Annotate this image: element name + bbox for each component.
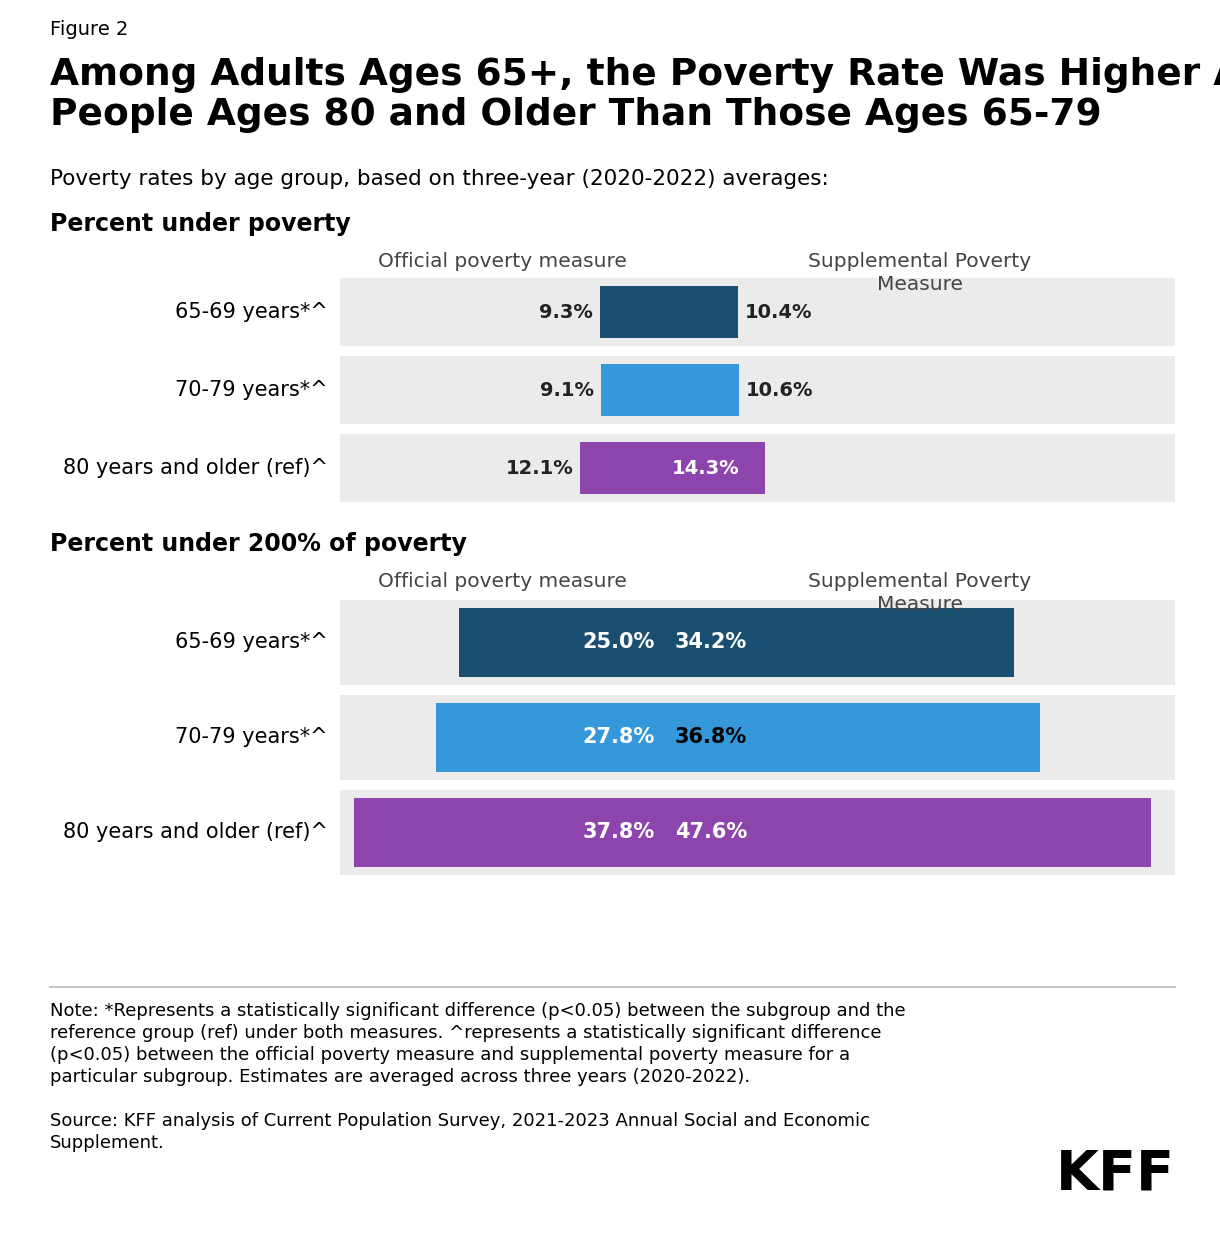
Text: reference group (ref) under both measures. ^represents a statistically significa: reference group (ref) under both measure… <box>50 1024 882 1042</box>
Bar <box>340 790 1175 874</box>
Text: 14.3%: 14.3% <box>672 458 739 477</box>
Text: 80 years and older (ref)^: 80 years and older (ref)^ <box>63 823 328 843</box>
Bar <box>340 434 1175 502</box>
Text: 34.2%: 34.2% <box>675 632 747 652</box>
Text: particular subgroup. Estimates are averaged across three years (2020-2022).: particular subgroup. Estimates are avera… <box>50 1068 750 1085</box>
Text: Official poverty measure: Official poverty measure <box>378 252 627 270</box>
Text: 70-79 years*^: 70-79 years*^ <box>176 381 328 399</box>
Bar <box>340 356 1175 424</box>
Bar <box>665 702 1041 771</box>
Bar <box>354 798 665 866</box>
Text: 9.3%: 9.3% <box>539 303 593 322</box>
Text: Supplemental Poverty
Measure: Supplemental Poverty Measure <box>809 572 1032 615</box>
Text: 10.6%: 10.6% <box>747 381 814 399</box>
Bar <box>459 607 665 676</box>
Bar <box>665 285 738 338</box>
Text: Official poverty measure: Official poverty measure <box>378 572 627 591</box>
Bar <box>665 607 1014 676</box>
Text: 27.8%: 27.8% <box>583 727 655 747</box>
Text: 80 years and older (ref)^: 80 years and older (ref)^ <box>63 458 328 478</box>
Text: Percent under poverty: Percent under poverty <box>50 212 351 235</box>
Text: 25.0%: 25.0% <box>583 632 655 652</box>
Text: 12.1%: 12.1% <box>505 458 573 477</box>
Bar <box>581 442 665 495</box>
Bar <box>601 364 665 416</box>
Text: 9.1%: 9.1% <box>540 381 594 399</box>
Bar <box>665 442 765 495</box>
Text: KFF: KFF <box>1057 1148 1175 1202</box>
Bar <box>340 600 1175 685</box>
Bar <box>665 364 739 416</box>
Text: Poverty rates by age group, based on three-year (2020-2022) averages:: Poverty rates by age group, based on thr… <box>50 169 828 189</box>
Text: 65-69 years*^: 65-69 years*^ <box>176 632 328 652</box>
Text: 36.8%: 36.8% <box>675 727 747 747</box>
Bar <box>437 702 665 771</box>
Text: Source: KFF analysis of Current Population Survey, 2021-2023 Annual Social and E: Source: KFF analysis of Current Populati… <box>50 1112 870 1131</box>
Text: 37.8%: 37.8% <box>583 823 655 843</box>
Text: Supplemental Poverty
Measure: Supplemental Poverty Measure <box>809 252 1032 294</box>
Bar <box>600 285 665 338</box>
Text: Among Adults Ages 65+, the Poverty Rate Was Higher Among
People Ages 80 and Olde: Among Adults Ages 65+, the Poverty Rate … <box>50 58 1220 133</box>
Text: Percent under 200% of poverty: Percent under 200% of poverty <box>50 532 467 556</box>
Text: Figure 2: Figure 2 <box>50 20 128 39</box>
Text: 70-79 years*^: 70-79 years*^ <box>176 727 328 747</box>
Text: (p<0.05) between the official poverty measure and supplemental poverty measure f: (p<0.05) between the official poverty me… <box>50 1045 850 1064</box>
Bar <box>340 278 1175 346</box>
Text: Note: *Represents a statistically significant difference (p<0.05) between the su: Note: *Represents a statistically signif… <box>50 1002 905 1020</box>
Text: 47.6%: 47.6% <box>675 823 747 843</box>
Text: 65-69 years*^: 65-69 years*^ <box>176 302 328 322</box>
Bar <box>340 695 1175 780</box>
Text: Supplement.: Supplement. <box>50 1134 165 1152</box>
Text: 10.4%: 10.4% <box>744 303 813 322</box>
Bar <box>665 798 1150 866</box>
